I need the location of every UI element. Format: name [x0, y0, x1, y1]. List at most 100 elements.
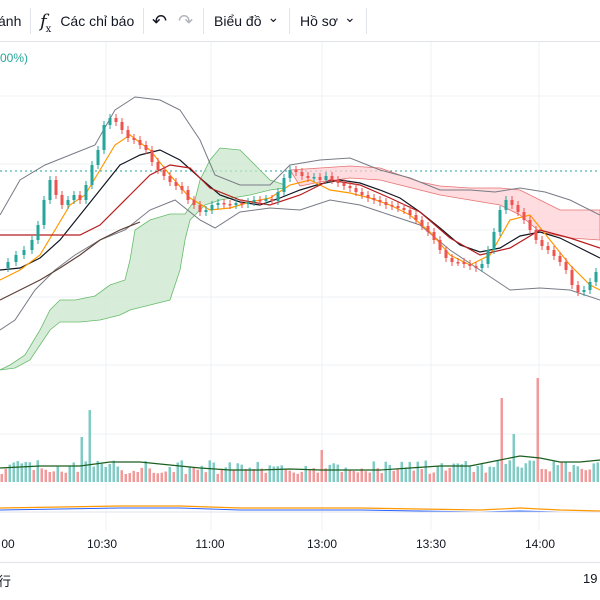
volume-bar: [416, 461, 419, 482]
volume-bar: [472, 471, 475, 482]
candle-body: [66, 200, 70, 205]
volume-bar: [284, 468, 287, 482]
candle-body: [22, 250, 26, 255]
volume-bar: [132, 470, 135, 482]
clock-label[interactable]: 19: [583, 571, 598, 586]
volume-bar: [512, 434, 515, 482]
volume-bar: [56, 466, 59, 482]
candle-body: [570, 270, 574, 285]
volume-bar: [256, 461, 259, 482]
volume-bar: [232, 470, 235, 482]
volume-bar: [272, 466, 275, 482]
chevron-down-icon: ⌄: [267, 8, 280, 25]
redo-button[interactable]: ↷: [178, 0, 193, 42]
candle-body: [336, 180, 340, 183]
candle-body: [36, 225, 40, 240]
volume-bar: [172, 472, 175, 482]
volume-bar: [556, 465, 559, 482]
volume-bar: [576, 466, 579, 482]
volume-bar: [68, 465, 71, 482]
volume-bar: [16, 461, 19, 482]
volume-bar: [28, 462, 31, 482]
candle-body: [510, 200, 514, 205]
volume-bar: [552, 461, 555, 482]
volume-bar: [180, 460, 183, 482]
timezone-label[interactable]: 行: [0, 574, 12, 589]
time-axis-label: 11:00: [195, 537, 225, 551]
volume-indicator-lines: [0, 455, 600, 513]
candle-body: [432, 232, 436, 240]
candle-body: [504, 200, 508, 210]
candle-body: [174, 182, 178, 186]
candle-body: [498, 210, 502, 232]
indicators-button[interactable]: fx Các chỉ báo: [40, 0, 134, 42]
volume-bar: [64, 472, 67, 482]
volume-bar: [184, 473, 187, 482]
time-axis-label: 13:00: [306, 537, 338, 551]
volume-bar: [392, 470, 395, 482]
candle-body: [180, 186, 184, 190]
candle-body: [366, 195, 370, 198]
candle-body: [48, 180, 52, 200]
candle-body: [252, 200, 256, 202]
volume-bar: [156, 473, 159, 482]
candle-body: [126, 130, 130, 138]
volume-bar: [164, 471, 167, 482]
candle-body: [360, 192, 364, 195]
candle-body: [414, 215, 418, 220]
volume-bar: [468, 465, 471, 482]
volume-bar: [336, 464, 339, 482]
candle-body: [594, 272, 598, 282]
candle-body: [462, 262, 466, 264]
chart-type-button[interactable]: Biểu đồ ⌄: [214, 0, 279, 42]
volume-bar: [400, 461, 403, 482]
timeframe-button[interactable]: ánh: [0, 0, 21, 42]
candle-body: [294, 170, 298, 172]
redo-icon: ↷: [178, 10, 194, 31]
timeframe-label: ánh: [0, 13, 22, 29]
volume-bar: [268, 465, 271, 482]
candle-body: [522, 212, 526, 220]
volume-bar: [488, 466, 491, 482]
candle-body: [246, 202, 250, 204]
volume-bar: [196, 469, 199, 482]
volume-bar: [168, 466, 171, 482]
candle-body: [306, 176, 310, 178]
volume-bar: [372, 461, 375, 482]
candle-body: [354, 188, 358, 192]
candle-body: [78, 195, 82, 200]
volume-bar: [348, 470, 351, 482]
candle-body: [486, 250, 490, 264]
volume-bar: [120, 470, 123, 482]
candle-body: [42, 200, 46, 225]
volume-bar: [148, 468, 151, 482]
volume-bar: [540, 468, 543, 482]
volume-bar: [516, 466, 519, 482]
volume-bar: [588, 469, 591, 482]
volume-bar: [352, 470, 355, 482]
volume-bar: [508, 460, 511, 482]
candle-body: [228, 204, 232, 206]
volume-bar: [80, 437, 83, 482]
volume-bar: [492, 467, 495, 482]
profile-button[interactable]: Hồ sơ ⌄: [300, 0, 356, 42]
undo-button[interactable]: ↶: [152, 0, 167, 42]
candle-body: [234, 203, 238, 205]
candle-body: [54, 180, 58, 195]
volume-bar: [40, 468, 43, 482]
volume-bar: [460, 464, 463, 482]
price-chart[interactable]: [0, 42, 600, 562]
candle-body: [558, 256, 562, 262]
candle-body: [480, 264, 484, 268]
volume-bar: [292, 472, 295, 482]
candle-body: [402, 208, 406, 210]
time-axis-label: 14:00: [524, 537, 556, 551]
candle-body: [144, 145, 148, 150]
volume-bar: [244, 469, 247, 482]
candle-body: [312, 177, 316, 179]
candle-body: [222, 203, 226, 205]
volume-bar: [304, 466, 307, 482]
candle-body: [204, 210, 208, 212]
candle-body: [150, 150, 154, 162]
candle-body: [120, 122, 124, 130]
